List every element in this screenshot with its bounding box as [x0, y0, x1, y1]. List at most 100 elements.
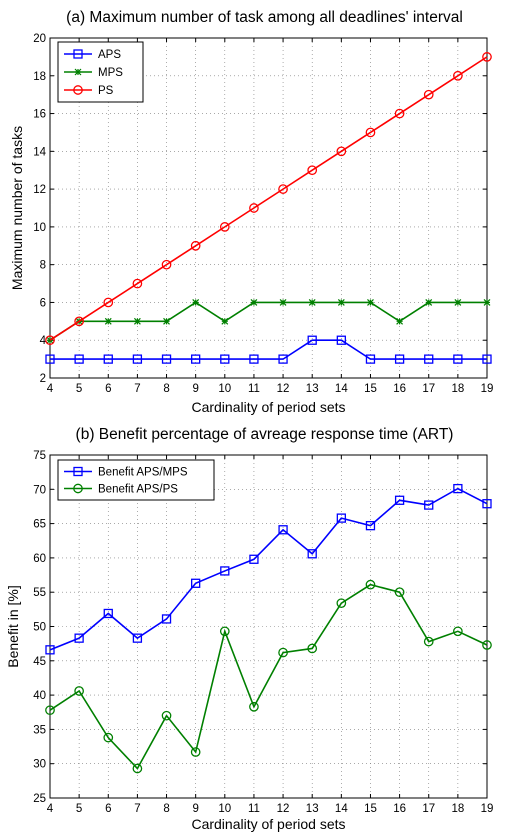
legend-box	[57, 459, 215, 501]
data-point-shape	[104, 317, 112, 325]
data-point-shape	[278, 525, 288, 535]
data-point-shape	[278, 184, 288, 194]
data-point-shape	[453, 354, 463, 364]
data-point	[132, 354, 143, 364]
legend-entry: APS	[64, 49, 121, 61]
x-tick-label: 13	[306, 803, 319, 815]
data-point-shape	[396, 317, 404, 325]
x-tick-label: 5	[76, 803, 82, 815]
x-tick-label: 8	[163, 803, 169, 815]
data-point-shape	[307, 165, 318, 176]
data-point-shape	[367, 299, 374, 306]
legend-marker-shape	[73, 466, 83, 477]
data-point	[74, 316, 84, 327]
data-point-shape	[249, 354, 259, 364]
data-point	[221, 317, 229, 325]
x-tick-label: 4	[47, 383, 54, 395]
data-point	[453, 626, 463, 637]
data-point	[336, 513, 346, 523]
y-axis-label: Maximum number of tasks	[9, 126, 25, 290]
data-point	[396, 317, 404, 325]
y-tick-label: 25	[33, 793, 46, 805]
data-point	[425, 299, 433, 306]
series-benefit-aps-ps	[45, 579, 492, 774]
data-point-shape	[132, 633, 143, 643]
data-point-shape	[336, 598, 347, 609]
data-point	[103, 608, 113, 619]
y-tick-label: 4	[40, 335, 47, 347]
data-point	[365, 579, 376, 590]
data-point-shape	[250, 299, 258, 306]
data-point-shape	[74, 686, 84, 696]
legend-entry: Benefit APS/MPS	[64, 467, 188, 479]
data-point-shape	[278, 354, 288, 364]
data-point-shape	[394, 495, 405, 505]
data-point-shape	[336, 513, 346, 523]
x-tick-label: 8	[163, 383, 169, 395]
data-point-shape	[365, 127, 376, 138]
data-point	[132, 763, 143, 774]
data-point-shape	[132, 763, 143, 774]
x-tick-label: 7	[134, 383, 140, 395]
data-point	[336, 335, 346, 345]
x-tick-label: 19	[481, 803, 494, 815]
x-tick-label: 7	[134, 803, 140, 815]
y-tick-label: 18	[33, 71, 46, 83]
data-point	[337, 299, 345, 306]
data-point	[103, 297, 114, 308]
legend-marker-shape	[73, 49, 83, 59]
legend-entry: Benefit APS/PS	[64, 484, 178, 496]
data-point-shape	[74, 354, 84, 364]
legend-marker-shape	[74, 68, 82, 76]
y-tick-label: 20	[33, 33, 46, 45]
data-point-shape	[365, 521, 376, 531]
legend-marker-shape	[73, 85, 83, 95]
data-point	[307, 335, 317, 345]
data-point	[45, 354, 55, 364]
data-point	[453, 70, 463, 81]
data-point	[278, 354, 288, 364]
data-point-shape	[482, 640, 492, 650]
data-point	[453, 483, 463, 494]
data-point	[336, 146, 347, 157]
legend-marker	[73, 483, 83, 494]
data-point	[220, 354, 230, 364]
data-point-shape	[454, 299, 462, 306]
x-tick-label: 6	[105, 803, 111, 815]
y-tick-label: 16	[33, 109, 46, 121]
data-point-shape	[307, 335, 317, 345]
data-point	[103, 354, 113, 364]
y-tick-label: 35	[33, 724, 46, 736]
data-point	[161, 259, 172, 270]
series-line	[50, 339, 487, 360]
data-point	[365, 127, 376, 138]
data-point	[45, 645, 55, 655]
plot-area	[49, 454, 488, 799]
data-point-shape	[190, 747, 201, 757]
chart-title: (b) Benefit percentage of avreage respon…	[76, 426, 454, 443]
data-point-shape	[191, 578, 201, 588]
data-point-shape	[394, 354, 405, 364]
data-point-shape	[45, 705, 55, 716]
data-point-shape	[74, 633, 84, 643]
x-tick-label: 14	[335, 383, 348, 395]
data-point-shape	[191, 354, 201, 364]
x-tick-label: 5	[76, 383, 82, 395]
data-point-shape	[220, 354, 230, 364]
data-point	[219, 626, 230, 637]
data-point	[219, 222, 230, 232]
data-point-shape	[337, 299, 345, 306]
legend-label: APS	[98, 49, 121, 61]
data-point-shape	[365, 354, 376, 364]
data-point	[482, 499, 492, 509]
data-point-shape	[278, 647, 288, 658]
x-tick-label: 10	[218, 383, 231, 395]
data-point-shape	[394, 108, 405, 119]
data-point	[454, 299, 462, 306]
data-point-shape	[279, 299, 287, 306]
data-point	[45, 335, 55, 346]
series-line	[49, 487, 488, 651]
data-point	[74, 686, 84, 696]
data-point-shape	[163, 317, 170, 325]
chart-title: (a) Maximum number of task among all dea…	[66, 9, 463, 26]
